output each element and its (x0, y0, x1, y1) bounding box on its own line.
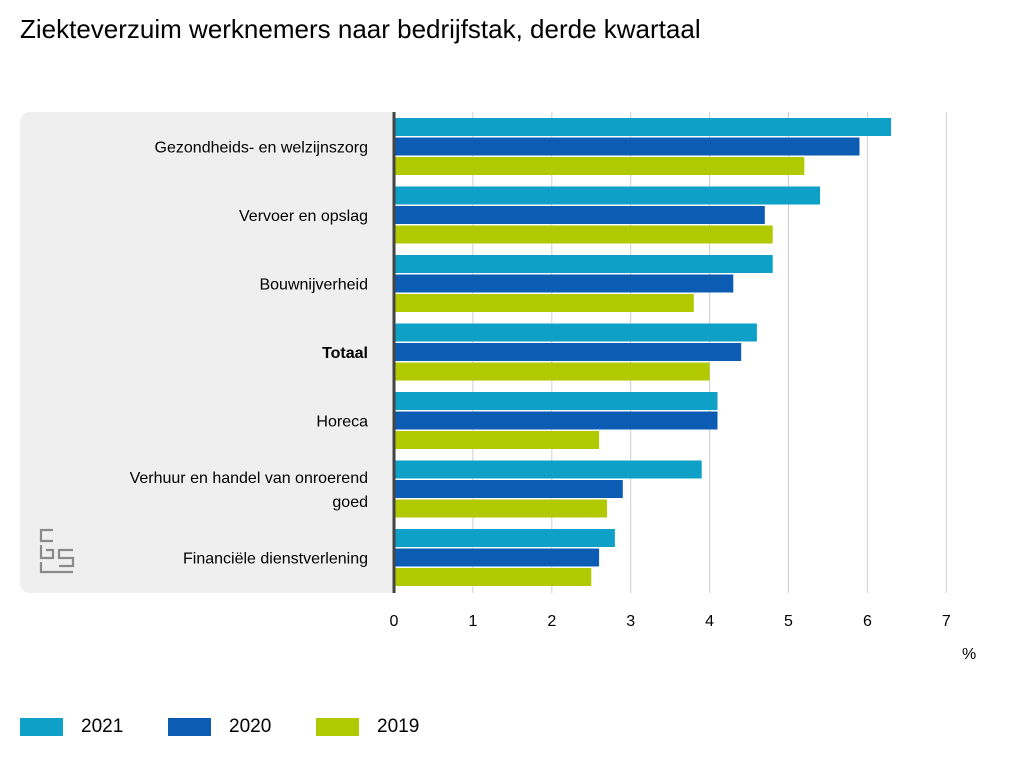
category-label-panel (20, 112, 396, 593)
bar-2021-5 (394, 460, 702, 479)
x-tick-label: 4 (705, 613, 714, 630)
legend-label-2020: 2020 (229, 716, 272, 737)
legend-swatch-2020 (168, 718, 211, 736)
x-tick-label: 1 (468, 613, 477, 630)
bar-2021-6 (394, 529, 615, 547)
bar-2019-1 (394, 225, 773, 244)
legend-item-2020: 2020 (168, 714, 271, 740)
bar-2021-4 (394, 392, 718, 410)
legend-label-2019: 2019 (377, 716, 420, 737)
cbs-logo-icon (39, 528, 75, 579)
bar-2020-0 (394, 137, 860, 156)
bar-2019-3 (394, 362, 710, 381)
bar-2019-5 (394, 499, 607, 518)
legend-item-2021: 2021 (20, 714, 123, 740)
legend-item-2019: 2019 (316, 714, 419, 740)
x-tick-label: 3 (626, 613, 635, 630)
bar-2019-4 (394, 431, 600, 449)
x-axis-unit-label: % (962, 646, 977, 663)
category-label: Vervoer en opslag (239, 208, 368, 225)
x-tick-label: 7 (942, 613, 951, 630)
bar-2021-0 (394, 118, 892, 136)
x-tick-label: 5 (784, 613, 793, 630)
bar-2020-6 (394, 548, 600, 567)
bar-2021-1 (394, 186, 821, 205)
x-axis-ticks: 0 1 2 3 4 5 6 7 (390, 613, 951, 630)
bars (394, 118, 892, 586)
category-label: Horeca (316, 414, 368, 431)
bar-2021-2 (394, 255, 773, 273)
bar-2020-5 (394, 480, 623, 498)
category-label: goed (332, 494, 368, 511)
legend-swatch-2021 (20, 718, 63, 736)
legend-label-2021: 2021 (81, 716, 124, 737)
chart-title: Ziekteverzuim werknemers naar bedrijfsta… (20, 14, 701, 44)
bar-2019-2 (394, 294, 694, 312)
legend-swatch-2019 (316, 718, 359, 736)
category-label: Gezondheids- en welzijnszorg (155, 140, 368, 157)
category-label: Bouwnijverheid (259, 277, 368, 294)
category-label: Verhuur en handel van onroerend (130, 470, 368, 487)
bar-2019-0 (394, 157, 805, 175)
bar-2020-3 (394, 343, 742, 361)
x-tick-label: 0 (390, 613, 399, 630)
category-labels: Gezondheids- en welzijnszorg Vervoer en o… (130, 140, 369, 568)
bar-2019-6 (394, 568, 592, 586)
bar-2020-2 (394, 274, 734, 293)
bar-2020-4 (394, 411, 718, 430)
bar-2020-1 (394, 206, 765, 224)
category-label: Totaal (322, 345, 368, 362)
x-tick-label: 2 (547, 613, 556, 630)
x-tick-label: 6 (863, 613, 872, 630)
bar-2021-3 (394, 323, 757, 342)
category-label: Financiële dienstverlening (183, 551, 368, 568)
